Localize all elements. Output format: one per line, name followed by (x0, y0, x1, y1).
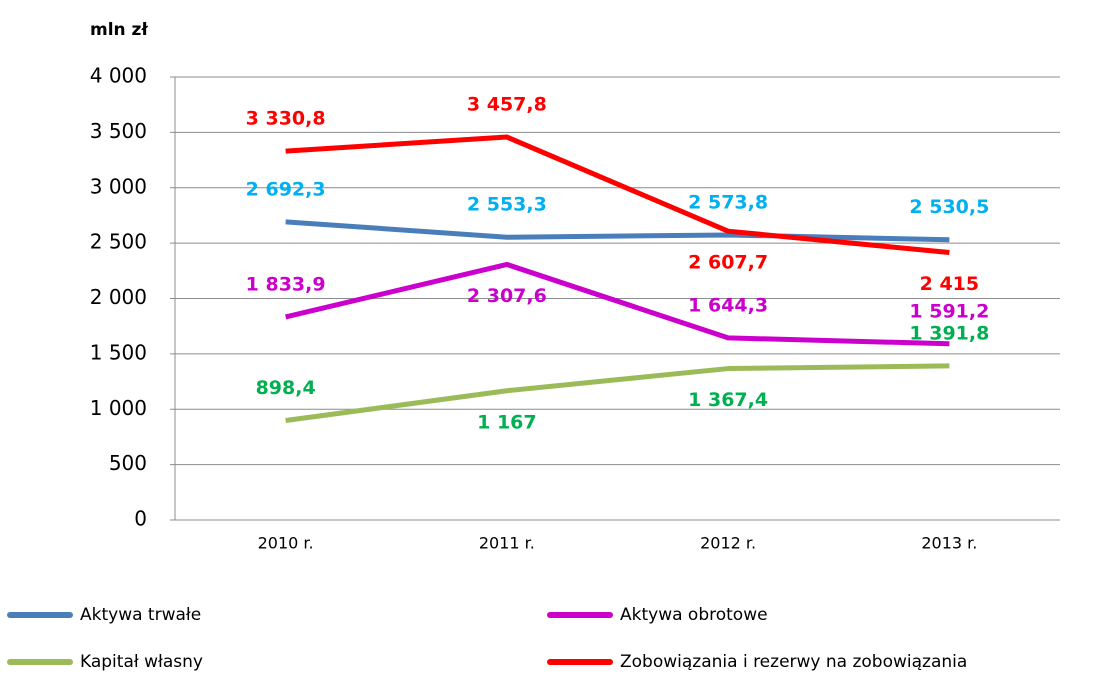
x-tick-label: 2012 r. (700, 534, 756, 553)
x-tick-label: 2013 r. (921, 534, 977, 553)
legend-label: Zobowiązania i rezerwy na zobowiązania (620, 652, 967, 672)
series-line (285, 134, 950, 256)
y-tick-label: 500 (109, 451, 147, 475)
y-axis-title: mln zł (90, 20, 148, 40)
y-tick-label: 3 000 (90, 174, 147, 198)
legend-label: Aktywa trwałe (80, 605, 201, 625)
series-line (285, 363, 950, 423)
data-label: 2 307,6 (467, 285, 547, 307)
data-label: 3 330,8 (246, 108, 326, 130)
y-tick-label: 1 000 (90, 396, 147, 420)
y-tick-label: 2 500 (90, 230, 147, 254)
legend-label: Aktywa obrotowe (620, 605, 768, 625)
data-label: 2 530,5 (909, 196, 989, 218)
y-tick-label: 0 (134, 507, 147, 531)
legend-label: Kapitał własny (80, 652, 203, 672)
data-label: 1 391,8 (909, 322, 989, 344)
data-label: 2 573,8 (688, 191, 768, 213)
data-label: 1 367,4 (688, 389, 768, 411)
y-tick-label: 2 000 (90, 285, 147, 309)
data-label: 2 553,3 (467, 194, 547, 216)
y-tick-label: 4 000 (90, 64, 147, 88)
data-label: 2 607,7 (688, 252, 768, 274)
x-tick-label: 2010 r. (258, 534, 314, 553)
data-label: 3 457,8 (467, 94, 547, 116)
y-tick-label: 3 500 (90, 119, 147, 143)
series-line (285, 261, 950, 347)
data-label: 2 415 (920, 273, 980, 295)
data-label: 1 591,2 (909, 300, 989, 322)
series-line (285, 219, 950, 243)
y-tick-label: 1 500 (90, 340, 147, 364)
data-label: 1 644,3 (688, 294, 768, 316)
data-label: 2 692,3 (246, 178, 326, 200)
data-label: 1 833,9 (246, 273, 326, 295)
x-tick-label: 2011 r. (479, 534, 535, 553)
data-label: 898,4 (256, 377, 316, 399)
data-label: 1 167 (477, 411, 537, 433)
